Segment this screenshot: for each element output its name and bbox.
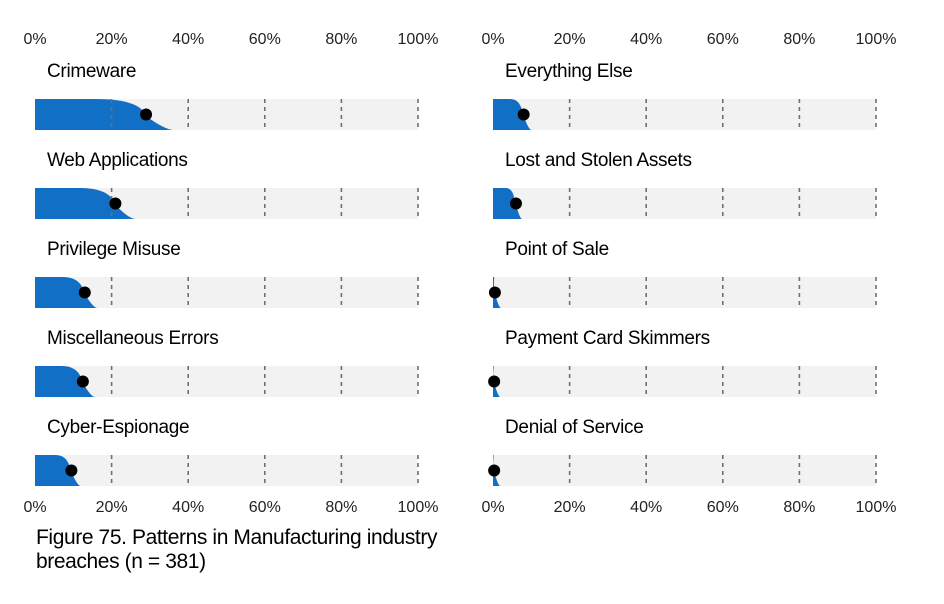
data-point (488, 375, 501, 388)
category-label: Denial of Service (505, 417, 644, 438)
bar-fill (493, 99, 532, 130)
category-label: Lost and Stolen Assets (505, 150, 692, 171)
bottom-tick-label: 100% (856, 499, 897, 516)
bar-fill (493, 188, 522, 219)
category-label: Web Applications (47, 150, 188, 171)
bottom-tick-label: 100% (398, 499, 439, 516)
bar-track (493, 99, 876, 130)
bottom-tick-label: 40% (630, 499, 662, 516)
category-label: Privilege Misuse (47, 239, 181, 260)
bar-track (493, 188, 876, 219)
bar-track (35, 366, 418, 397)
top-tick-label: 100% (856, 31, 897, 48)
figure-caption: Figure 75. Patterns in Manufacturing ind… (36, 526, 438, 573)
top-tick-label: 40% (630, 31, 662, 48)
top-tick-label: 40% (172, 31, 204, 48)
data-point (488, 464, 501, 477)
bottom-tick-label: 80% (783, 499, 815, 516)
data-point (78, 286, 91, 299)
data-point (517, 108, 530, 121)
bar-fill (35, 277, 98, 308)
top-tick-label: 60% (707, 31, 739, 48)
data-point (509, 197, 522, 210)
bar-track (35, 455, 418, 486)
category-label: Payment Card Skimmers (505, 328, 710, 349)
data-point (65, 464, 78, 477)
bar-fill (493, 366, 501, 397)
bar-fill (35, 366, 95, 397)
top-tick-label: 80% (325, 31, 357, 48)
bottom-tick-label: 0% (481, 499, 504, 516)
category-label: Point of Sale (505, 239, 609, 260)
bar-fill (35, 99, 174, 130)
bottom-tick-label: 20% (554, 499, 586, 516)
category-label: Cyber-Espionage (47, 417, 189, 438)
top-tick-label: 80% (783, 31, 815, 48)
bar-fill (493, 455, 501, 486)
bottom-tick-label: 20% (96, 499, 128, 516)
top-tick-label: 20% (554, 31, 586, 48)
bottom-tick-label: 40% (172, 499, 204, 516)
bottom-tick-label: 60% (707, 499, 739, 516)
category-label: Crimeware (47, 61, 136, 82)
category-label: Everything Else (505, 61, 633, 82)
category-label: Miscellaneous Errors (47, 328, 218, 349)
bar-track (493, 455, 876, 486)
bottom-tick-label: 80% (325, 499, 357, 516)
bar-track (35, 277, 418, 308)
top-tick-label: 60% (249, 31, 281, 48)
top-tick-label: 0% (481, 31, 504, 48)
bar-fill (493, 277, 501, 308)
top-tick-label: 100% (398, 31, 439, 48)
data-point (76, 375, 89, 388)
data-point (109, 197, 122, 210)
bar-fill (35, 455, 81, 486)
bar-track (493, 366, 876, 397)
bar-track (493, 277, 876, 308)
top-tick-label: 0% (23, 31, 46, 48)
data-point (488, 286, 501, 299)
bar-fill (35, 188, 136, 219)
bottom-tick-label: 60% (249, 499, 281, 516)
data-point (140, 108, 153, 121)
top-tick-label: 20% (96, 31, 128, 48)
bottom-tick-label: 0% (23, 499, 46, 516)
